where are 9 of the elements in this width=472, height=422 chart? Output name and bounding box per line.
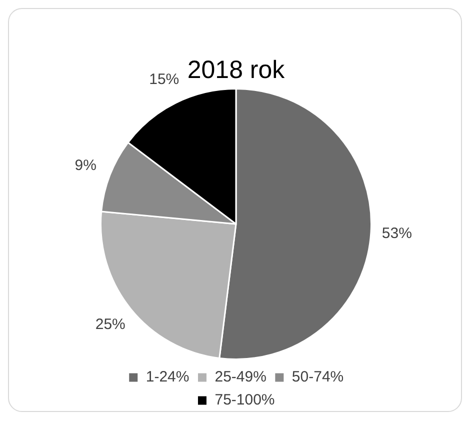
data-label: 53%: [382, 225, 412, 242]
data-label: 25%: [95, 316, 126, 334]
legend-label: 1-24%: [146, 368, 190, 386]
data-label: 15%: [149, 70, 180, 88]
legend-label: 25-49%: [214, 368, 266, 386]
data-label: 9%: [74, 156, 96, 174]
legend-label: 50-74%: [292, 368, 344, 386]
legend-label: 75-100%: [214, 392, 275, 409]
chart-title: 2018 rok: [187, 56, 286, 84]
